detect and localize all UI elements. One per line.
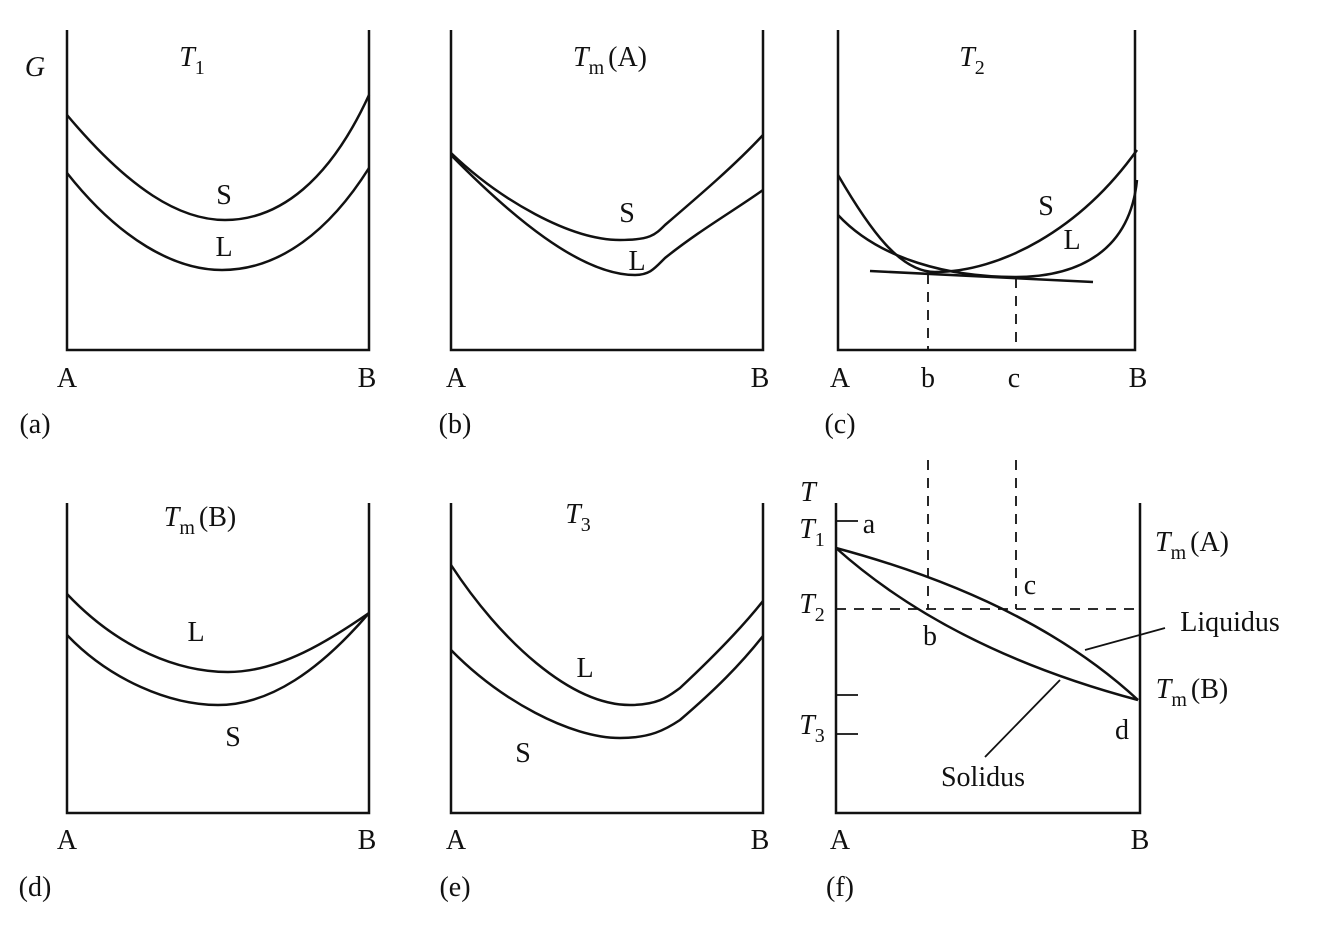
symbol: T xyxy=(1156,674,1174,705)
liquidus xyxy=(835,546,1139,701)
symbol: T xyxy=(573,42,591,73)
subscript: 1 xyxy=(815,529,825,551)
axis-end: A xyxy=(57,363,78,394)
panel-label: (e) xyxy=(439,872,470,903)
symbol: T xyxy=(164,502,182,533)
point-label: c xyxy=(1024,570,1036,601)
point-label: d xyxy=(1115,715,1129,746)
temperature: T1 xyxy=(799,514,825,551)
axis-end: A xyxy=(446,363,467,394)
line-label: Liquidus xyxy=(1180,607,1280,638)
symbol: T xyxy=(799,589,817,620)
axis-end: B xyxy=(1131,825,1150,856)
axis-end: B xyxy=(1129,363,1148,394)
suffix: (B) xyxy=(199,502,236,533)
pointer xyxy=(1084,627,1166,651)
curve-label: L xyxy=(187,617,204,648)
panel-f: T T1 T2 T3 a b c d Tm (A) Tm (B) Liquidus … xyxy=(799,460,1280,903)
panel-e: T3 L S A B (e) xyxy=(439,499,769,903)
frame xyxy=(65,30,371,352)
title: T1 xyxy=(179,42,205,79)
panel-label: (a) xyxy=(19,409,50,440)
subscript: m xyxy=(179,517,195,539)
axis-end: A xyxy=(830,825,851,856)
curve-label: S xyxy=(216,180,232,211)
axis-end: B xyxy=(358,825,377,856)
symbol: T xyxy=(799,710,817,741)
axis-end: B xyxy=(751,363,770,394)
curve xyxy=(450,635,764,740)
line-label: Solidus xyxy=(941,762,1025,793)
suffix: (B) xyxy=(1191,674,1228,705)
subscript: m xyxy=(589,57,605,79)
axis-end: A xyxy=(830,363,851,394)
curve xyxy=(837,179,1139,279)
frame xyxy=(836,30,1137,352)
curve xyxy=(836,149,1139,274)
subscript: 3 xyxy=(815,725,825,747)
x-mark: b xyxy=(921,363,935,394)
panel-label: (c) xyxy=(824,409,855,440)
curve xyxy=(66,167,371,272)
x-mark: c xyxy=(1008,363,1020,394)
panel-label: (d) xyxy=(19,872,52,903)
axis-end: B xyxy=(358,363,377,394)
symbol: T xyxy=(959,42,977,73)
panel-c: T2 S L A b c B (c) xyxy=(824,30,1147,440)
frame xyxy=(834,503,1142,815)
curve-label: L xyxy=(1063,225,1080,256)
symbol: T xyxy=(1155,527,1173,558)
panel-a: G T1 S L A B (a) xyxy=(19,30,376,440)
subscript: 2 xyxy=(815,604,825,626)
subscript: m xyxy=(1171,689,1187,711)
panel-label: (b) xyxy=(439,409,472,440)
curve-label: S xyxy=(225,722,241,753)
panel-label: (f) xyxy=(826,872,854,903)
curve-label: L xyxy=(215,232,232,263)
subscript: 1 xyxy=(195,57,205,79)
title: T3 xyxy=(565,499,591,536)
solidus xyxy=(835,547,1139,702)
curve xyxy=(450,134,764,242)
frame xyxy=(449,503,765,815)
temperature: T3 xyxy=(799,710,825,747)
axis-end: A xyxy=(446,825,467,856)
curve xyxy=(66,94,371,222)
suffix: (A) xyxy=(1190,527,1229,558)
subscript: 3 xyxy=(581,514,591,536)
axis-label: G xyxy=(25,52,45,83)
temperature: T2 xyxy=(799,589,825,626)
suffix: (A) xyxy=(608,42,647,73)
panel-b: Tm (A) S L A B (b) xyxy=(439,30,770,440)
title: Tm (A) xyxy=(573,42,647,79)
curve-label: L xyxy=(576,653,593,684)
curve xyxy=(450,154,764,277)
curve-label: S xyxy=(619,198,635,229)
axis-end: A xyxy=(57,825,78,856)
curve-label: S xyxy=(515,738,531,769)
frame xyxy=(65,503,371,815)
curve xyxy=(66,593,370,674)
right-label: Tm (B) xyxy=(1156,674,1228,711)
symbol: T xyxy=(799,514,817,545)
pointer xyxy=(984,679,1061,758)
title: Tm (B) xyxy=(164,502,236,539)
axis-label: T xyxy=(800,477,818,508)
axis-end: B xyxy=(751,825,770,856)
right-label: Tm (A) xyxy=(1155,527,1229,564)
symbol: T xyxy=(565,499,583,530)
subscript: 2 xyxy=(975,57,985,79)
title: T2 xyxy=(959,42,985,79)
point-label: a xyxy=(863,509,876,540)
curve xyxy=(66,612,370,707)
common-tangent xyxy=(869,269,1094,284)
subscript: m xyxy=(1171,542,1187,564)
point-label: b xyxy=(923,621,937,652)
curve-label: L xyxy=(628,246,645,277)
curve xyxy=(449,564,764,707)
symbol: T xyxy=(179,42,197,73)
panel-d: Tm (B) L S A B (d) xyxy=(19,502,377,903)
curve-label: S xyxy=(1038,191,1054,222)
